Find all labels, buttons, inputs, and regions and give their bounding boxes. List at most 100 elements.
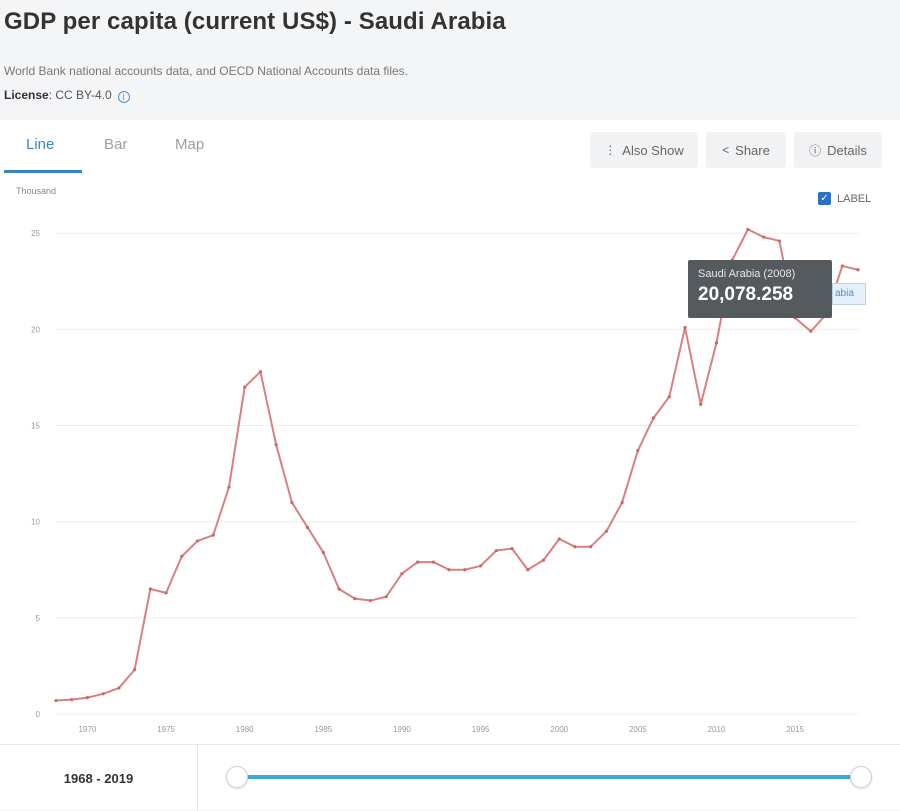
y-tick-label: 5 [36,614,41,623]
data-point[interactable] [384,595,388,599]
x-tick-label: 1995 [472,725,490,734]
data-point[interactable] [762,235,766,239]
data-point[interactable] [368,598,373,603]
range-footer: 1968 - 2019 [0,744,900,811]
vertical-dots-icon: ⋮ [604,143,617,157]
tooltip-series-name: Saudi Arabia (2008) [698,268,796,280]
data-point[interactable] [840,264,844,268]
data-point[interactable] [148,587,152,591]
label-toggle[interactable]: ✓ LABEL [818,192,871,205]
data-point[interactable] [195,539,200,543]
x-tick-label: 1980 [236,725,254,734]
info-icon[interactable]: i [117,91,130,103]
data-point[interactable] [70,697,74,702]
x-tick-label: 2015 [786,725,804,734]
checkbox-checked-icon[interactable]: ✓ [818,192,831,205]
details-label: Details [827,142,867,158]
label-toggle-text: LABEL [837,192,872,205]
y-tick-label: 0 [36,710,41,719]
data-point[interactable] [54,698,58,703]
data-point[interactable] [133,668,137,672]
data-point[interactable] [746,227,750,231]
data-point[interactable] [243,385,247,389]
license-label: License [4,88,49,102]
data-point[interactable] [321,550,325,555]
page-title: GDP per capita (current US$) - Saudi Ara… [4,8,506,35]
data-point[interactable] [510,547,514,551]
data-point[interactable] [714,341,719,345]
data-point[interactable] [651,416,656,420]
active-tab-indicator [4,170,82,173]
data-point[interactable] [447,568,451,572]
data-source: World Bank national accounts data, and O… [4,64,409,78]
y-tick-label: 10 [31,518,40,527]
license-value: : CC BY-4.0 [48,88,112,102]
tab-bar[interactable]: Bar [104,136,128,153]
x-tick-label: 1970 [79,725,97,734]
also-show-button[interactable]: ⋮ Also Show [590,132,698,168]
x-tick-label: 2010 [708,725,726,734]
chart-tooltip: Saudi Arabia (2008) 20,078.258 [688,260,832,318]
x-tick-label: 2005 [629,725,647,734]
data-point[interactable] [856,268,860,272]
chart-card: Line Bar Map ⋮ Also Show < Share ⓘ Detai… [0,120,900,811]
license-line: License: CC BY-4.0 i [4,88,130,103]
data-point[interactable] [478,564,483,568]
data-point[interactable] [589,545,593,549]
grid-lines [56,232,858,715]
data-point[interactable] [699,402,703,406]
data-point[interactable] [683,325,687,330]
data-point[interactable] [274,443,278,447]
tooltip-value: 20,078.258 [698,284,794,305]
share-button[interactable]: < Share [706,132,786,168]
data-point[interactable] [667,395,671,399]
data-point[interactable] [416,560,420,564]
tab-line[interactable]: Line [26,136,55,153]
data-point[interactable] [777,239,781,243]
x-tick-label: 2000 [550,725,568,734]
x-tick-label: 1985 [314,725,332,734]
x-tick-label: 1975 [157,725,175,734]
data-point[interactable] [85,696,90,700]
details-button[interactable]: ⓘ Details [794,132,882,168]
data-point[interactable] [227,485,231,489]
x-axis: 1970 1975 1980 1985 1990 1995 2000 2005 2010 2015 [79,725,805,734]
data-point[interactable] [164,591,168,595]
slider-end-handle[interactable] [850,766,872,788]
data-point[interactable] [180,554,184,558]
data-point[interactable] [636,448,640,453]
series-end-label: abia [832,283,866,305]
year-range-label: 1968 - 2019 [0,745,198,811]
data-point[interactable] [290,500,294,505]
data-point[interactable] [306,525,310,530]
info-circle-icon: ⓘ [809,143,822,158]
data-point[interactable] [557,537,561,541]
y-tick-label: 20 [31,325,40,334]
data-point[interactable] [337,587,341,591]
data-point[interactable] [541,558,546,562]
y-axis: 0 5 10 15 20 25 [31,229,40,719]
slider-start-handle[interactable] [226,766,248,788]
data-point[interactable] [809,329,813,333]
data-point[interactable] [494,548,498,553]
x-tick-label: 1990 [393,725,411,734]
year-range-slider[interactable] [236,775,862,779]
tab-map[interactable]: Map [175,136,205,153]
chart-tabs: Line Bar Map ⋮ Also Show < Share ⓘ Detai… [0,120,900,174]
data-point[interactable] [400,572,404,576]
data-point[interactable] [526,568,530,572]
data-point[interactable] [117,686,121,690]
data-point[interactable] [101,692,105,696]
data-point[interactable] [573,545,577,549]
data-point[interactable] [258,370,263,374]
data-point[interactable] [604,529,608,533]
y-tick-label: 25 [31,229,40,238]
data-point[interactable] [463,568,467,572]
data-point[interactable] [353,597,357,601]
y-tick-label: 15 [31,422,40,431]
share-label: Share [735,142,770,158]
data-point[interactable] [620,500,624,505]
data-point[interactable] [431,560,436,564]
data-point[interactable] [211,533,215,537]
also-show-label: Also Show [622,142,684,158]
